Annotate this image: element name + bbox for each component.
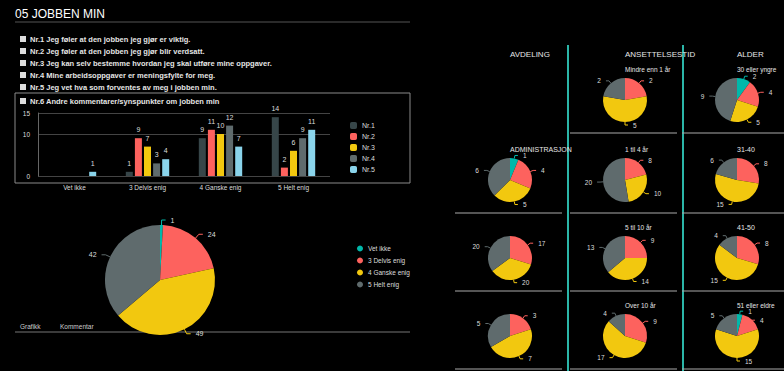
svg-text:1 til 4 år: 1 til 4 år bbox=[625, 146, 649, 153]
svg-text:AVDELING: AVDELING bbox=[510, 50, 550, 59]
svg-text:9: 9 bbox=[653, 318, 657, 325]
svg-text:5: 5 bbox=[477, 320, 481, 327]
svg-text:Nr.4 Mine arbeidsoppgaver er m: Nr.4 Mine arbeidsoppgaver er meningsfylt… bbox=[30, 71, 215, 80]
svg-text:4: 4 bbox=[714, 232, 718, 239]
svg-text:20: 20 bbox=[585, 179, 593, 186]
svg-text:Nr.3 Jeg kan selv bestemme hvo: Nr.3 Jeg kan selv bestemme hvordan jeg s… bbox=[30, 59, 272, 68]
svg-text:1: 1 bbox=[171, 217, 175, 224]
svg-text:5: 5 bbox=[711, 312, 715, 319]
svg-text:9: 9 bbox=[701, 93, 705, 100]
svg-text:2: 2 bbox=[649, 77, 653, 84]
svg-text:4 Ganske enig: 4 Ganske enig bbox=[200, 184, 242, 192]
svg-text:3: 3 bbox=[533, 312, 537, 319]
svg-text:31-40: 31-40 bbox=[737, 146, 755, 153]
svg-text:1: 1 bbox=[748, 308, 752, 315]
svg-text:17: 17 bbox=[597, 354, 605, 361]
svg-text:7: 7 bbox=[237, 135, 241, 142]
svg-text:Nr.2 Jeg føler at den jobben j: Nr.2 Jeg føler at den jobben jeg gjør bl… bbox=[30, 47, 205, 56]
svg-text:5 Helt enig: 5 Helt enig bbox=[368, 281, 399, 289]
svg-text:ANSETTELSESTID: ANSETTELSESTID bbox=[625, 50, 695, 59]
svg-text:11: 11 bbox=[208, 118, 215, 125]
svg-text:5: 5 bbox=[756, 119, 760, 126]
svg-text:15: 15 bbox=[745, 358, 753, 365]
svg-text:17: 17 bbox=[538, 240, 546, 247]
svg-text:20: 20 bbox=[472, 243, 480, 250]
svg-text:8: 8 bbox=[764, 160, 768, 167]
svg-text:41-50: 41-50 bbox=[737, 224, 755, 231]
svg-text:5: 5 bbox=[523, 201, 527, 208]
svg-text:9: 9 bbox=[651, 237, 655, 244]
svg-text:6: 6 bbox=[475, 167, 479, 174]
svg-text:Nr.5 Jeg vet hva som forventes: Nr.5 Jeg vet hva som forventes av meg i … bbox=[30, 83, 217, 92]
svg-text:12: 12 bbox=[226, 114, 234, 121]
svg-text:4: 4 bbox=[603, 310, 607, 317]
svg-text:Nr.5: Nr.5 bbox=[362, 166, 375, 173]
svg-text:11: 11 bbox=[308, 118, 315, 125]
svg-text:2: 2 bbox=[282, 156, 286, 163]
svg-text:3: 3 bbox=[155, 151, 159, 158]
svg-text:Vet ikke: Vet ikke bbox=[63, 184, 86, 191]
svg-text:8: 8 bbox=[765, 240, 769, 247]
svg-text:4 Ganske enig: 4 Ganske enig bbox=[368, 269, 410, 277]
svg-text:5 til 10 år: 5 til 10 år bbox=[625, 224, 653, 231]
svg-text:14: 14 bbox=[271, 105, 279, 112]
svg-text:15: 15 bbox=[716, 201, 724, 208]
svg-text:20: 20 bbox=[522, 279, 530, 286]
svg-text:05 JOBBEN MIN: 05 JOBBEN MIN bbox=[15, 7, 105, 21]
svg-text:10: 10 bbox=[654, 190, 662, 197]
svg-text:15: 15 bbox=[711, 277, 719, 284]
svg-text:3 Delvis enig: 3 Delvis enig bbox=[129, 184, 167, 192]
svg-text:9: 9 bbox=[301, 126, 305, 133]
svg-text:6: 6 bbox=[710, 157, 714, 164]
svg-text:5: 5 bbox=[633, 122, 637, 129]
svg-text:Nr.2: Nr.2 bbox=[362, 133, 375, 140]
svg-text:7: 7 bbox=[146, 135, 150, 142]
svg-text:Mindre enn 1 år: Mindre enn 1 år bbox=[625, 66, 671, 73]
svg-text:8: 8 bbox=[648, 157, 652, 164]
svg-text:42: 42 bbox=[89, 251, 97, 258]
svg-text:Nr.1: Nr.1 bbox=[362, 122, 375, 129]
svg-text:0: 0 bbox=[26, 173, 30, 180]
svg-text:15: 15 bbox=[23, 110, 31, 117]
svg-text:Nr.6 Andre kommentarer/synspun: Nr.6 Andre kommentarer/synspunkter om jo… bbox=[30, 97, 220, 106]
svg-text:2: 2 bbox=[597, 77, 601, 84]
svg-text:4: 4 bbox=[164, 147, 168, 154]
svg-text:Nr.1 Jeg føler at den jobben j: Nr.1 Jeg føler at den jobben jeg gjør er… bbox=[30, 35, 190, 44]
svg-text:24: 24 bbox=[208, 231, 216, 238]
svg-text:13: 13 bbox=[587, 244, 595, 251]
svg-text:ALDER: ALDER bbox=[737, 50, 764, 59]
svg-text:1: 1 bbox=[91, 160, 95, 167]
svg-text:1: 1 bbox=[523, 152, 527, 159]
svg-text:9: 9 bbox=[200, 126, 204, 133]
svg-text:1: 1 bbox=[127, 160, 131, 167]
svg-text:4: 4 bbox=[760, 317, 764, 324]
svg-text:4: 4 bbox=[769, 89, 773, 96]
svg-text:2: 2 bbox=[753, 73, 757, 80]
svg-text:10: 10 bbox=[23, 131, 31, 138]
svg-text:3 Delvis enig: 3 Delvis enig bbox=[368, 257, 406, 265]
svg-text:Grafikk: Grafikk bbox=[20, 323, 41, 330]
svg-text:9: 9 bbox=[136, 126, 140, 133]
svg-text:Nr.3: Nr.3 bbox=[362, 144, 375, 151]
svg-text:7: 7 bbox=[528, 355, 532, 362]
svg-text:Nr.4: Nr.4 bbox=[362, 155, 375, 162]
svg-text:Over 10 år: Over 10 år bbox=[625, 302, 657, 309]
svg-text:30 eller yngre: 30 eller yngre bbox=[737, 66, 777, 74]
svg-text:5 Helt enig: 5 Helt enig bbox=[278, 184, 309, 192]
svg-text:51 eller eldre: 51 eller eldre bbox=[737, 302, 775, 309]
svg-text:10: 10 bbox=[217, 122, 225, 129]
svg-text:14: 14 bbox=[642, 278, 650, 285]
svg-text:49: 49 bbox=[196, 330, 204, 337]
svg-text:4: 4 bbox=[541, 167, 545, 174]
svg-text:Vet ikke: Vet ikke bbox=[368, 245, 391, 252]
svg-text:Kommentar: Kommentar bbox=[60, 323, 94, 330]
svg-text:6: 6 bbox=[292, 139, 296, 146]
svg-text:ADMINISTRASJON: ADMINISTRASJON bbox=[510, 146, 572, 153]
